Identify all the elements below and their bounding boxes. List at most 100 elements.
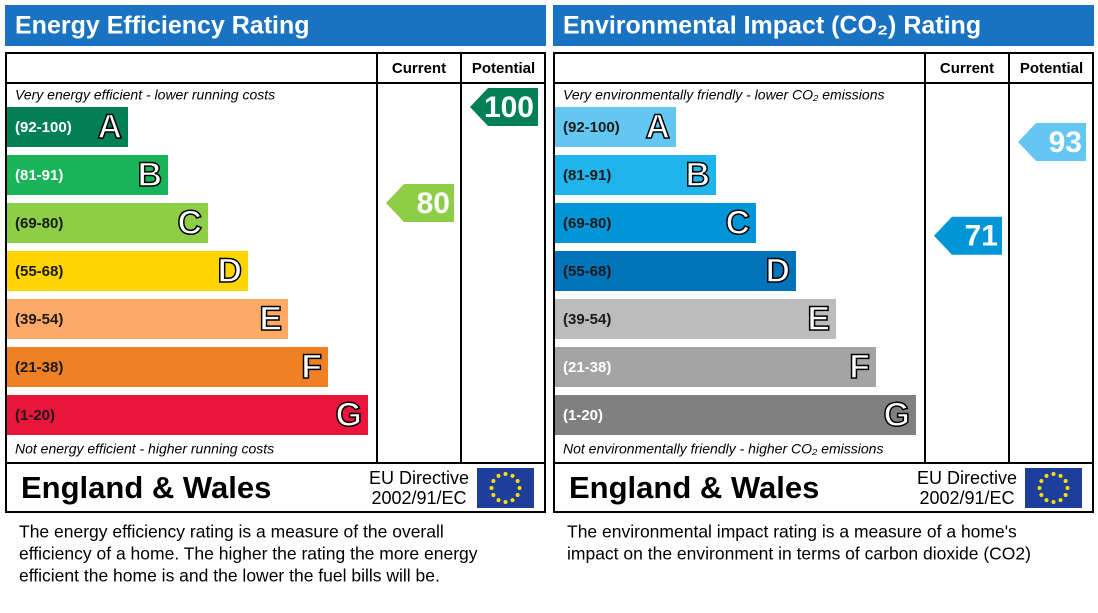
header-bar xyxy=(553,5,1094,46)
flag-star xyxy=(496,498,501,503)
band-bar xyxy=(555,395,916,435)
bottom-note: Not energy efficient - higher running co… xyxy=(15,441,274,457)
band-bar xyxy=(7,395,368,435)
directive: EU Directive xyxy=(369,468,469,488)
band-range: (39-54) xyxy=(15,311,63,328)
band-letter: D xyxy=(765,252,790,290)
column-header: Potential xyxy=(472,60,535,77)
rating-value: 80 xyxy=(417,187,450,220)
frame xyxy=(553,52,1094,513)
rating-value: 71 xyxy=(965,220,998,253)
panel-title: Environmental Impact (CO₂) Rating xyxy=(563,12,981,40)
band-letter: E xyxy=(259,300,282,338)
band-bar xyxy=(555,203,756,243)
band-range: (39-54) xyxy=(563,311,611,328)
epc-panel: Environmental Impact (CO₂) Rating Current… xyxy=(553,5,1094,564)
band-bar xyxy=(7,347,328,387)
band-letter: A xyxy=(645,108,670,146)
directive: 2002/91/EC xyxy=(371,488,466,508)
flag-star xyxy=(503,500,508,504)
description: impact on the environment in terms of ca… xyxy=(567,544,1031,564)
rating-value: 100 xyxy=(484,91,534,124)
band-range: (1-20) xyxy=(563,407,603,424)
description: The environmental impact rating is a mea… xyxy=(567,522,1017,542)
column-header: Potential xyxy=(1020,60,1083,77)
band-range: (92-100) xyxy=(563,119,620,136)
band-letter: F xyxy=(849,348,870,386)
flag-star xyxy=(1037,486,1042,490)
band-range: (81-91) xyxy=(15,167,63,184)
flag-star xyxy=(1044,473,1049,478)
band-bar xyxy=(555,107,676,147)
bottom-note: Not environmentally friendly - higher CO… xyxy=(563,441,883,457)
flag-star xyxy=(1044,498,1049,503)
top-note: Very environmentally friendly - lower CO… xyxy=(563,87,884,103)
band-range: (92-100) xyxy=(15,119,72,136)
rating-arrow xyxy=(386,184,454,222)
band-bar xyxy=(555,251,796,291)
flag-star xyxy=(1051,472,1056,476)
band-letter: A xyxy=(97,108,122,146)
flag-star xyxy=(1039,479,1044,483)
flag-star xyxy=(1058,498,1063,503)
flag-star xyxy=(496,473,501,478)
region: England & Wales xyxy=(569,470,819,505)
flag-star xyxy=(1063,493,1068,497)
band-letter: B xyxy=(137,156,162,194)
band-letter: E xyxy=(807,300,830,338)
band-range: (55-68) xyxy=(563,263,611,280)
band-letter: D xyxy=(217,252,242,290)
band-range: (81-91) xyxy=(563,167,611,184)
column-header: Current xyxy=(392,60,446,77)
rating-value: 93 xyxy=(1049,126,1082,159)
band-letter: C xyxy=(177,204,202,242)
band-range: (21-38) xyxy=(563,359,611,376)
flag-star xyxy=(491,493,496,497)
band-bar xyxy=(555,347,876,387)
band-bar xyxy=(7,251,248,291)
band-range: (55-68) xyxy=(15,263,63,280)
band-range: (1-20) xyxy=(15,407,55,424)
band-letter: F xyxy=(301,348,322,386)
band-bar xyxy=(7,107,128,147)
description: efficient the home is and the lower the … xyxy=(19,566,440,586)
header-bar xyxy=(5,5,546,46)
band-letter: G xyxy=(884,396,910,434)
top-note: Very energy efficient - lower running co… xyxy=(15,87,275,103)
panel-title: Energy Efficiency Rating xyxy=(15,12,310,40)
flag-star xyxy=(503,472,508,476)
flag-star xyxy=(1058,473,1063,478)
band-range: (69-80) xyxy=(15,215,63,232)
region: England & Wales xyxy=(21,470,271,505)
flag-star xyxy=(1063,479,1068,483)
flag-star xyxy=(1051,500,1056,504)
rating-arrow xyxy=(934,216,1002,255)
band-letter: G xyxy=(336,396,362,434)
band-letter: B xyxy=(685,156,710,194)
flag-star xyxy=(491,479,496,483)
band-bar xyxy=(555,155,716,195)
band-letter: C xyxy=(725,204,750,242)
band-range: (21-38) xyxy=(15,359,63,376)
column-header: Current xyxy=(940,60,994,77)
flag-star xyxy=(510,473,515,478)
band-bar xyxy=(7,203,208,243)
band-range: (69-80) xyxy=(563,215,611,232)
band-bar xyxy=(555,299,836,339)
flag-star xyxy=(1039,493,1044,497)
rating-arrow xyxy=(1018,123,1086,161)
epc-panel: Energy Efficiency Rating Current Potential… xyxy=(5,5,546,586)
flag-star xyxy=(510,498,515,503)
flag-star xyxy=(517,486,522,490)
band-bar xyxy=(7,299,288,339)
frame xyxy=(5,52,546,513)
flag-star xyxy=(1065,486,1070,490)
flag-star xyxy=(515,493,520,497)
description: The energy efficiency rating is a measur… xyxy=(19,522,444,542)
directive: EU Directive xyxy=(917,468,1017,488)
rating-arrow xyxy=(470,88,538,126)
flag-star xyxy=(489,486,494,490)
description: efficiency of a home. The higher the rat… xyxy=(19,544,478,564)
band-bar xyxy=(7,155,168,195)
